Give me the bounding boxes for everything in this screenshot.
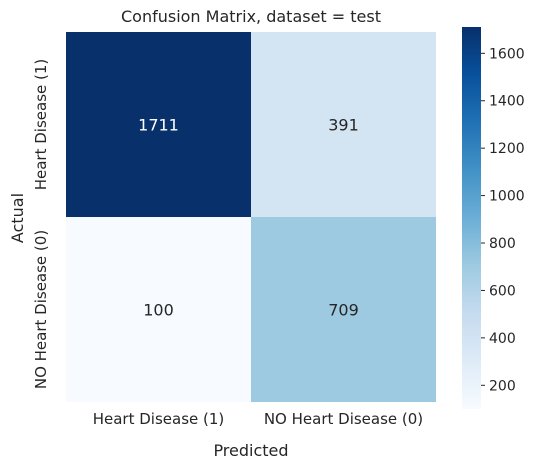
y-axis-tick-labels: Heart Disease (1) NO Heart Disease (0) <box>32 59 50 389</box>
colorbar-tick-label: 400 <box>489 331 516 347</box>
colorbar-tick-label: 200 <box>489 378 516 394</box>
colorbar-tick-label: 1600 <box>489 46 525 62</box>
colorbar-tick-label: 1400 <box>489 94 525 110</box>
y-tick-label: Heart Disease (1) <box>32 59 50 191</box>
colorbar-tick-label: 1000 <box>489 189 525 205</box>
x-tick-label: Heart Disease (1) <box>93 410 225 428</box>
heatmap-cell-labels: 1711 391 100 709 <box>138 116 359 320</box>
x-axis-tick-labels: Heart Disease (1) NO Heart Disease (0) <box>93 410 423 428</box>
y-axis-label: Actual <box>8 193 27 243</box>
heatmap-cell <box>251 32 436 217</box>
x-axis-label: Predicted <box>213 441 288 460</box>
x-tick-label: NO Heart Disease (0) <box>264 410 423 428</box>
heatmap-cell <box>251 217 436 402</box>
colorbar-tick-label: 600 <box>489 283 516 299</box>
colorbar-tick-label: 1200 <box>489 141 525 157</box>
heatmap-cell <box>66 32 251 217</box>
heatmap-cell <box>66 217 251 402</box>
y-tick-label: NO Heart Disease (0) <box>32 230 50 389</box>
cell-value-label: 709 <box>328 301 359 320</box>
colorbar <box>462 27 481 409</box>
cell-value-label: 100 <box>143 301 174 320</box>
heatmap-cells <box>66 32 436 402</box>
colorbar-tick-label: 800 <box>489 236 516 252</box>
chart-title: Confusion Matrix, dataset = test <box>121 7 381 26</box>
cell-value-label: 391 <box>328 116 359 135</box>
colorbar-tick-labels: 200 400 600 800 1000 1200 1400 1600 <box>481 46 525 394</box>
cell-value-label: 1711 <box>138 116 179 135</box>
